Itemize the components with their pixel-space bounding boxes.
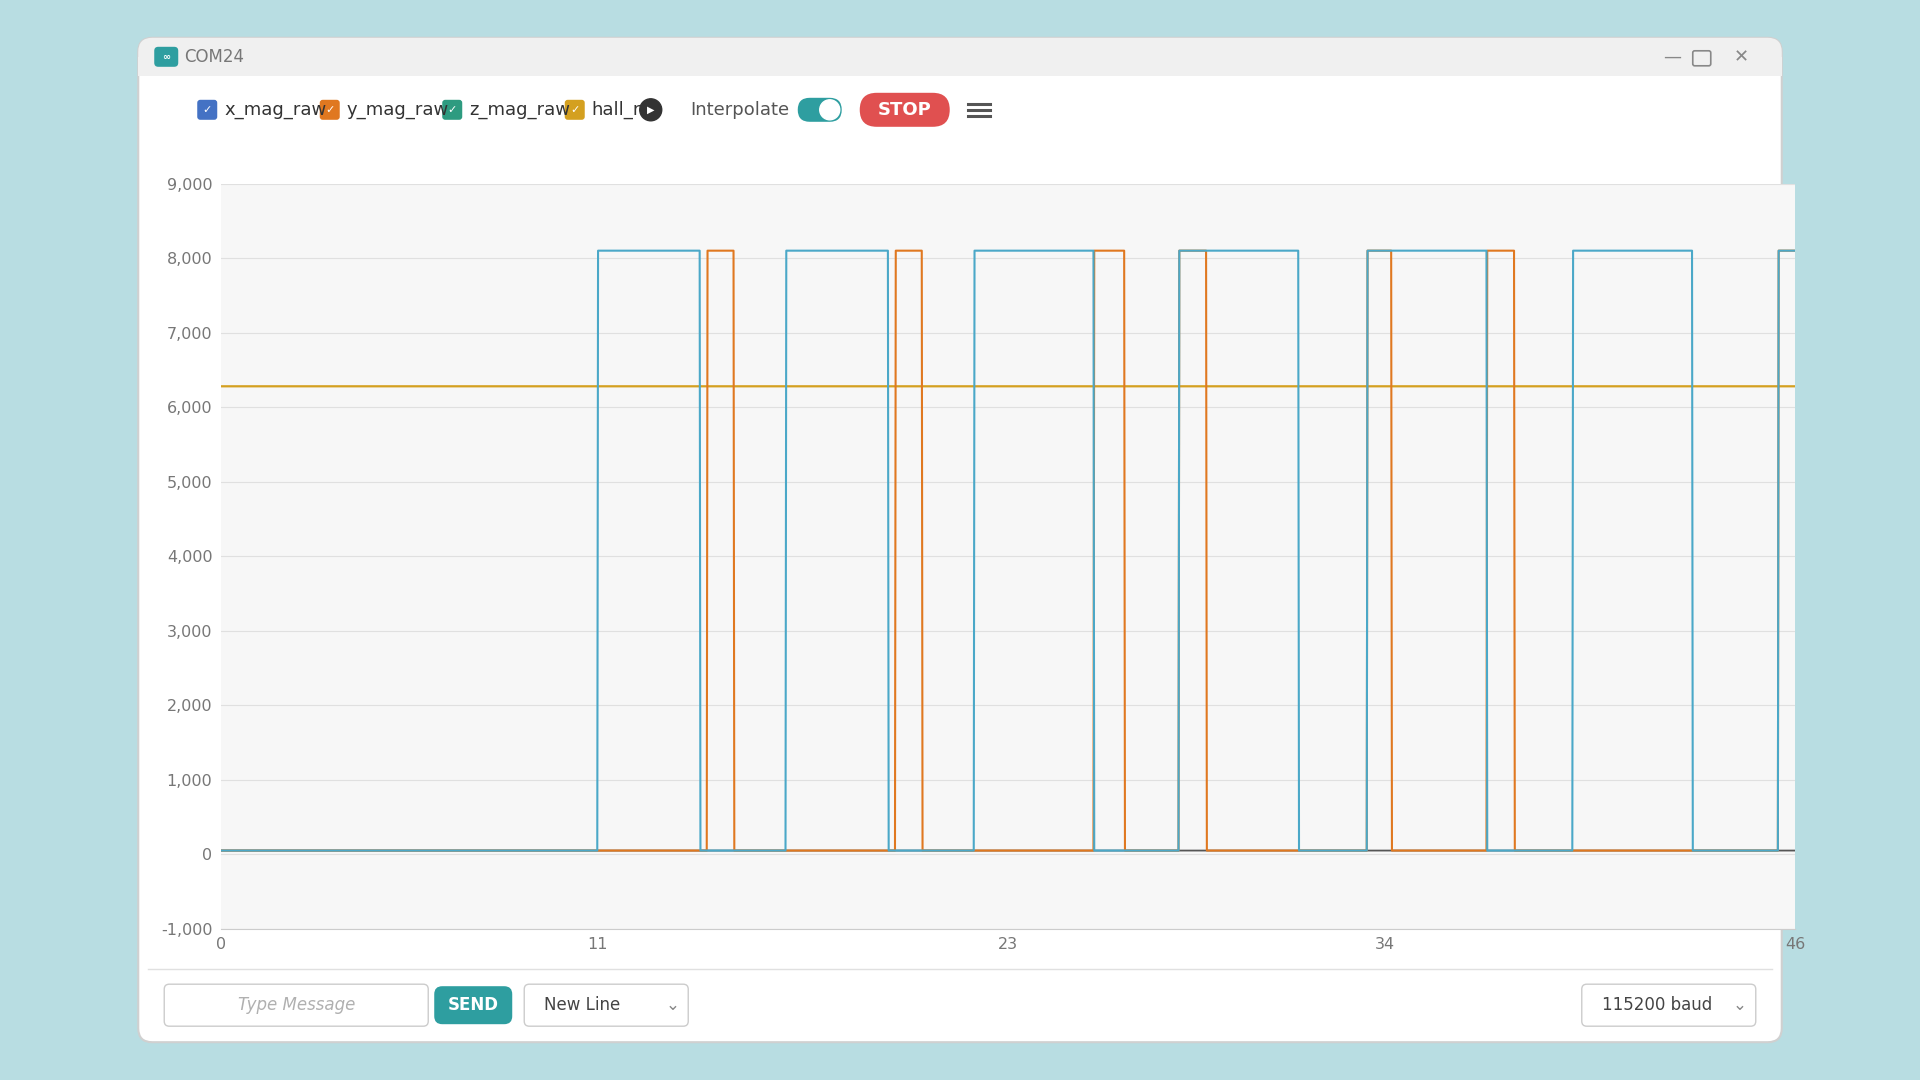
Text: x_mag_raw: x_mag_raw xyxy=(225,100,326,119)
Text: COM24: COM24 xyxy=(184,48,244,66)
Text: y_mag_raw: y_mag_raw xyxy=(348,100,449,119)
Text: ✓: ✓ xyxy=(324,105,334,114)
FancyBboxPatch shape xyxy=(434,986,513,1024)
Text: ∞: ∞ xyxy=(161,52,171,62)
FancyBboxPatch shape xyxy=(797,98,841,122)
Text: ✓: ✓ xyxy=(570,105,580,114)
Text: z_mag_raw: z_mag_raw xyxy=(468,100,570,119)
Text: Type Message: Type Message xyxy=(238,996,355,1014)
Circle shape xyxy=(820,99,839,120)
Circle shape xyxy=(639,98,662,121)
Text: ⌄: ⌄ xyxy=(666,996,680,1014)
Text: ⌄: ⌄ xyxy=(1734,996,1747,1014)
FancyBboxPatch shape xyxy=(165,984,428,1026)
Text: ✕: ✕ xyxy=(1734,48,1749,66)
Text: —: — xyxy=(1663,48,1680,66)
FancyBboxPatch shape xyxy=(138,38,1782,76)
FancyBboxPatch shape xyxy=(321,99,340,120)
Text: STOP: STOP xyxy=(877,100,931,119)
FancyBboxPatch shape xyxy=(198,99,217,120)
Text: ✓: ✓ xyxy=(202,105,211,114)
Text: New Line: New Line xyxy=(543,996,620,1014)
FancyBboxPatch shape xyxy=(564,99,586,120)
FancyBboxPatch shape xyxy=(154,46,179,67)
Text: hall_r: hall_r xyxy=(591,100,641,119)
Text: 115200 baud: 115200 baud xyxy=(1601,996,1713,1014)
Text: Interpolate: Interpolate xyxy=(691,100,789,119)
FancyBboxPatch shape xyxy=(1582,984,1755,1026)
FancyBboxPatch shape xyxy=(442,99,463,120)
Text: SEND: SEND xyxy=(447,996,499,1014)
Text: ✓: ✓ xyxy=(447,105,457,114)
FancyBboxPatch shape xyxy=(138,38,1782,1042)
Bar xyxy=(138,57,1782,76)
Text: ▶: ▶ xyxy=(647,105,655,114)
FancyBboxPatch shape xyxy=(860,93,950,126)
FancyBboxPatch shape xyxy=(524,984,687,1026)
